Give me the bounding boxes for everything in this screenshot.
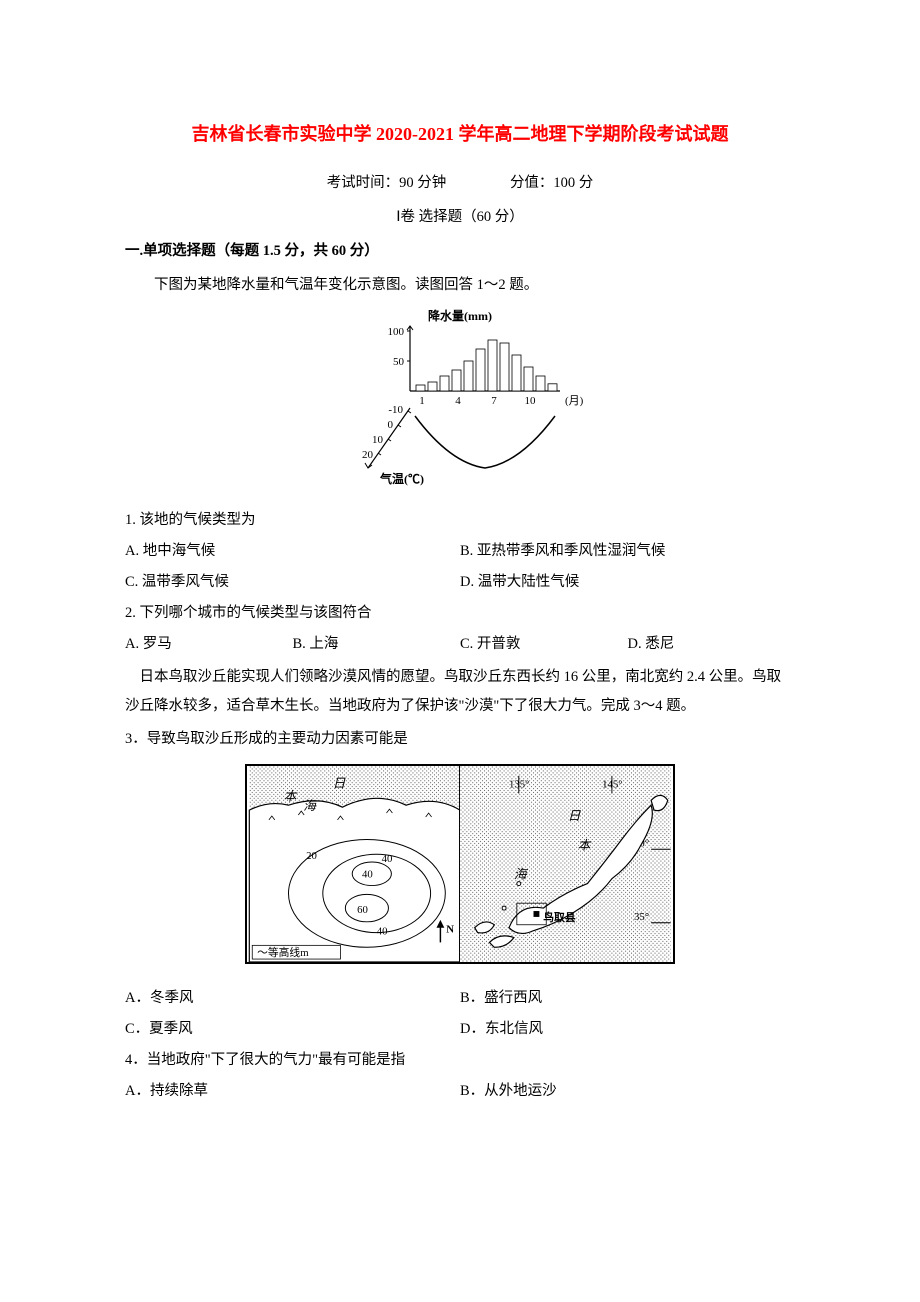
question-3-options-row2: C．夏季风 D．东北信风 bbox=[125, 1016, 795, 1042]
svg-text:降水量(mm): 降水量(mm) bbox=[428, 308, 492, 323]
question-4-options-row1: A．持续除草 B．从外地运沙 bbox=[125, 1078, 795, 1104]
q3-option-b: B．盛行西风 bbox=[460, 985, 795, 1011]
svg-text:本: 本 bbox=[284, 789, 298, 803]
svg-text:10: 10 bbox=[525, 395, 537, 407]
svg-text:50: 50 bbox=[393, 356, 405, 368]
svg-text:海: 海 bbox=[303, 799, 318, 813]
exam-title: 吉林省长春市实验中学 2020-2021 学年高二地理下学期阶段考试试题 bbox=[125, 115, 795, 155]
tottori-map-svg: 20 40 40 60 40 日 本 海 N ～等高线m bbox=[245, 764, 675, 964]
q2-option-c: C. 开普敦 bbox=[460, 631, 628, 657]
climate-chart: 降水量(mm) 100 50 1 4 7 10 (月) bbox=[125, 308, 795, 497]
svg-text:1: 1 bbox=[419, 395, 425, 407]
svg-text:135°: 135° bbox=[509, 778, 529, 790]
svg-text:N: N bbox=[446, 923, 454, 935]
question-1-options-row2: C. 温带季风气候 D. 温带大陆性气候 bbox=[125, 569, 795, 595]
svg-text:40: 40 bbox=[377, 925, 388, 937]
svg-text:20: 20 bbox=[362, 449, 374, 461]
tottori-map: 20 40 40 60 40 日 本 海 N ～等高线m bbox=[125, 764, 795, 973]
q1-option-b: B. 亚热带季风和季风性湿润气候 bbox=[460, 538, 795, 564]
svg-text:40: 40 bbox=[362, 868, 373, 880]
q2-option-b: B. 上海 bbox=[293, 631, 461, 657]
svg-text:35°: 35° bbox=[634, 910, 649, 922]
q4-option-b: B．从外地运沙 bbox=[460, 1078, 795, 1104]
svg-text:日: 日 bbox=[333, 776, 347, 790]
q1-option-d: D. 温带大陆性气候 bbox=[460, 569, 795, 595]
svg-text:4: 4 bbox=[455, 395, 461, 407]
question-4: 4．当地政府"下了很大的气力"最有可能是指 bbox=[125, 1047, 795, 1073]
svg-text:7: 7 bbox=[491, 395, 497, 407]
svg-text:40: 40 bbox=[382, 853, 393, 865]
svg-text:100: 100 bbox=[388, 326, 405, 338]
svg-text:气温(℃): 气温(℃) bbox=[379, 471, 424, 486]
q3-option-c: C．夏季风 bbox=[125, 1016, 460, 1042]
svg-text:-10: -10 bbox=[388, 404, 403, 416]
q3-option-d: D．东北信风 bbox=[460, 1016, 795, 1042]
q2-option-d: D. 悉尼 bbox=[628, 631, 796, 657]
svg-text:日: 日 bbox=[568, 809, 582, 823]
question-3-options-row1: A．冬季风 B．盛行西风 bbox=[125, 985, 795, 1011]
exam-info: 考试时间：90 分钟 分值：100 分 bbox=[125, 170, 795, 196]
question-2: 2. 下列哪个城市的气候类型与该图符合 bbox=[125, 600, 795, 626]
q2-option-a: A. 罗马 bbox=[125, 631, 293, 657]
svg-text:(月): (月) bbox=[565, 395, 584, 407]
question-2-options: A. 罗马 B. 上海 C. 开普敦 D. 悉尼 bbox=[125, 631, 795, 657]
svg-text:鸟取县: 鸟取县 bbox=[543, 910, 576, 923]
exam-score: 分值：100 分 bbox=[510, 175, 593, 191]
svg-text:本: 本 bbox=[578, 838, 592, 852]
svg-text:60: 60 bbox=[357, 904, 368, 916]
intro-paragraph-1: 下图为某地降水量和气温年变化示意图。读图回答 1～2 题。 bbox=[125, 272, 795, 298]
question-1-options-row1: A. 地中海气候 B. 亚热带季风和季风性湿润气候 bbox=[125, 538, 795, 564]
svg-text:10: 10 bbox=[372, 434, 384, 446]
exam-time: 考试时间：90 分钟 bbox=[327, 175, 447, 191]
q1-option-c: C. 温带季风气候 bbox=[125, 569, 460, 595]
question-1: 1. 该地的气候类型为 bbox=[125, 507, 795, 533]
svg-text:海: 海 bbox=[514, 867, 529, 881]
passage-2: 日本鸟取沙丘能实现人们领略沙漠风情的愿望。鸟取沙丘东西长约 16 公里，南北宽约… bbox=[125, 663, 795, 721]
svg-text:～等高线m: ～等高线m bbox=[257, 946, 309, 959]
q1-option-a: A. 地中海气候 bbox=[125, 538, 460, 564]
section-info: Ⅰ卷 选择题（60 分） bbox=[125, 204, 795, 230]
svg-text:20: 20 bbox=[306, 850, 317, 862]
section-header: 一.单项选择题（每题 1.5 分，共 60 分） bbox=[125, 238, 795, 264]
q4-option-a: A．持续除草 bbox=[125, 1078, 460, 1104]
climate-chart-svg: 降水量(mm) 100 50 1 4 7 10 (月) bbox=[330, 308, 590, 488]
svg-text:0: 0 bbox=[388, 419, 394, 431]
q3-option-a: A．冬季风 bbox=[125, 985, 460, 1011]
svg-text:145°: 145° bbox=[602, 778, 622, 790]
question-3: 3．导致鸟取沙丘形成的主要动力因素可能是 bbox=[125, 726, 795, 752]
